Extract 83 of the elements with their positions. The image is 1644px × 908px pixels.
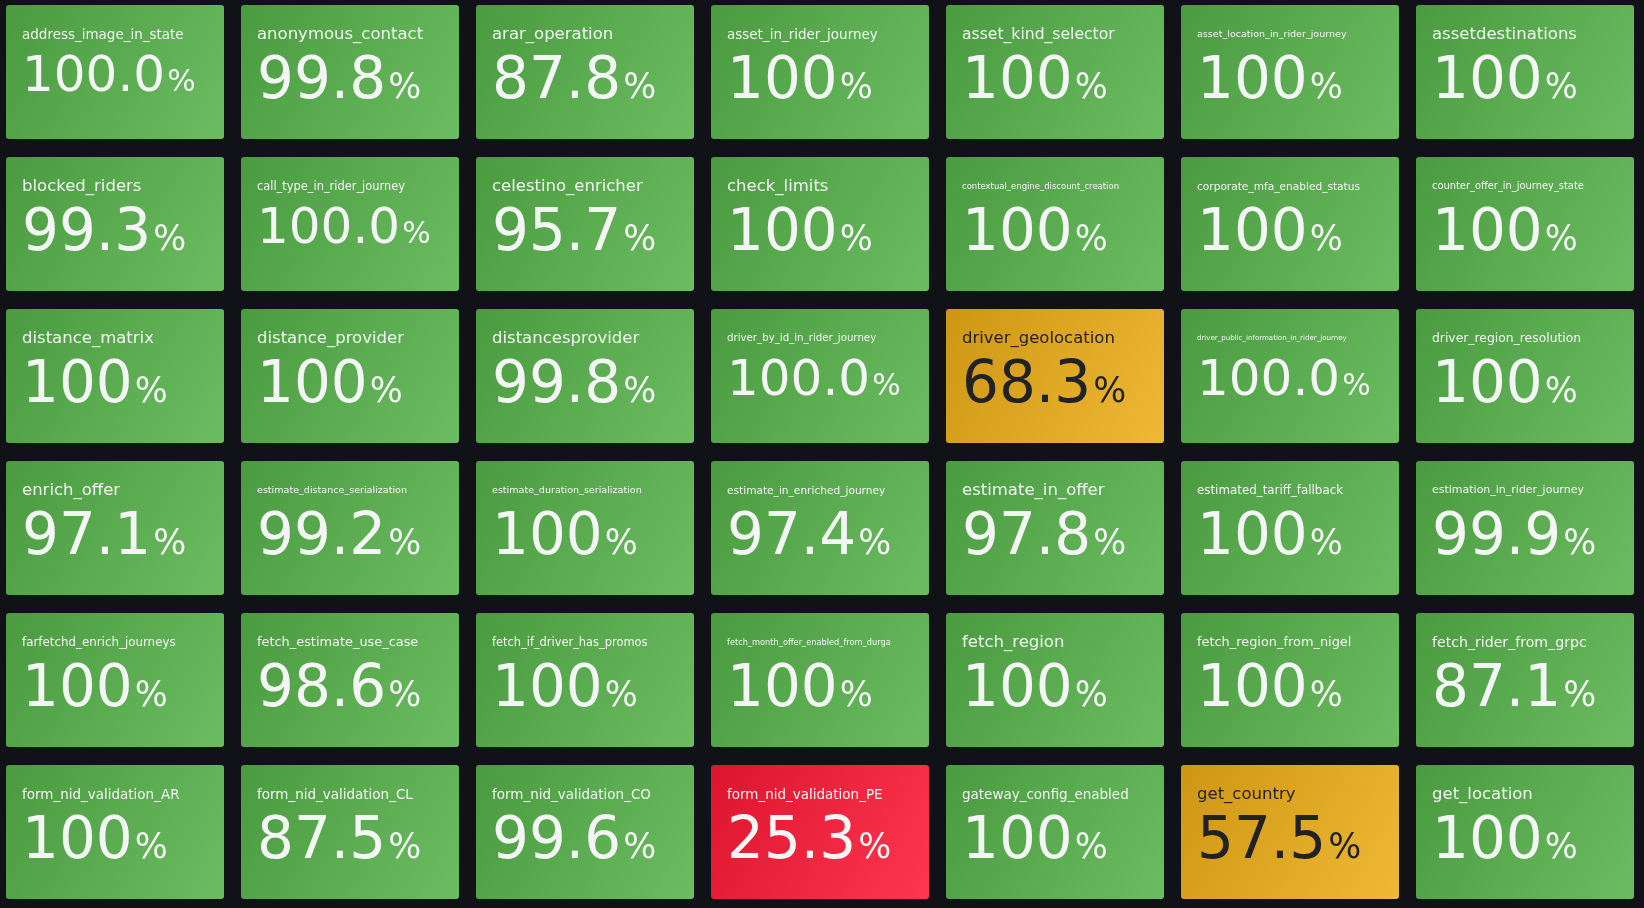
data-label: 100% [22, 348, 168, 416]
category-label: distancesprovider [492, 327, 641, 349]
data-label: 100% [1197, 44, 1343, 112]
data-label: 87.5% [257, 804, 422, 872]
data-label: 100% [1432, 196, 1578, 264]
category-label: distance_provider [257, 327, 405, 349]
category-label: form_nid_validation_AR [22, 785, 181, 804]
data-label: 100% [962, 652, 1108, 720]
data-label: 100% [492, 652, 638, 720]
category-label: call_type_in_rider_journey [257, 178, 406, 195]
data-label: 100% [727, 44, 873, 112]
category-label: blocked_riders [22, 175, 143, 197]
data-label: 100% [22, 804, 168, 872]
data-label: 100% [1197, 652, 1343, 720]
category-label: counter_offer_in_journey_state [1432, 179, 1585, 194]
category-label: estimated_tariff_fallback [1197, 482, 1345, 499]
data-label: 97.8% [962, 500, 1127, 568]
category-label: asset_kind_selector [962, 24, 1116, 45]
category-label: estimate_in_offer [962, 479, 1106, 501]
data-label: 100.0% [257, 197, 431, 255]
data-label: 100.0% [727, 349, 901, 407]
category-label: form_nid_validation_CL [257, 785, 414, 804]
data-label: 100% [727, 196, 873, 264]
category-label: driver_by_id_in_rider_journey [727, 331, 878, 346]
category-label: form_nid_validation_CO [492, 785, 652, 804]
data-label: 100% [492, 500, 638, 568]
data-label: 97.1% [22, 500, 187, 568]
category-label: get_location [1432, 783, 1534, 805]
category-label: anonymous_contact [257, 23, 425, 45]
category-label: corporate_mfa_enabled_status [1197, 179, 1361, 195]
data-label: 100% [1197, 500, 1343, 568]
category-label: check_limits [727, 175, 830, 197]
data-label: 25.3% [727, 804, 892, 872]
category-label: estimate_duration_serialization [492, 483, 643, 497]
category-label: fetch_estimate_use_case [257, 633, 420, 651]
data-label: 87.8% [492, 44, 657, 112]
data-label: 68.3% [962, 348, 1127, 416]
data-label: 100% [22, 652, 168, 720]
category-label: gateway_config_enabled [962, 785, 1130, 804]
category-label: driver_region_resolution [1432, 330, 1583, 347]
category-label: estimation_in_rider_journey [1432, 482, 1585, 498]
category-label: fetch_if_driver_has_promos [492, 634, 649, 651]
category-label: driver_geolocation [962, 327, 1116, 349]
category-label: fetch_region [962, 631, 1066, 653]
data-label: 100% [962, 804, 1108, 872]
data-label: 100% [1432, 804, 1578, 872]
category-label: form_nid_validation_PE [727, 785, 884, 804]
category-label: distance_matrix [22, 327, 155, 349]
data-label: 100% [1432, 348, 1578, 416]
category-label: celestino_enricher [492, 175, 644, 197]
category-label: contextual_engine_discount_creation [962, 180, 1121, 193]
category-label: fetch_region_from_nigel [1197, 633, 1353, 651]
category-label: assetdestinations [1432, 23, 1578, 45]
data-label: 99.9% [1432, 500, 1597, 568]
data-label: 100% [727, 652, 873, 720]
data-label: 57.5% [1197, 804, 1362, 872]
data-label: 97.4% [727, 500, 892, 568]
data-label: 99.6% [492, 804, 657, 872]
data-label: 98.6% [257, 652, 422, 720]
category-label: get_country [1197, 783, 1297, 805]
category-label: arar_operation [492, 23, 615, 45]
category-label: fetch_month_offer_enabled_from_durga [727, 636, 892, 649]
category-label: address_image_in_state [22, 25, 185, 44]
data-label: 99.3% [22, 196, 187, 264]
category-label: asset_in_rider_journey [727, 25, 879, 44]
category-label: estimate_distance_serialization [257, 483, 408, 497]
category-label: estimate_in_enriched_journey [727, 483, 887, 499]
data-label: 100.0% [22, 45, 196, 103]
category-label: enrich_offer [22, 479, 122, 501]
data-label: 100% [1432, 44, 1578, 112]
data-label: 100.0% [1197, 349, 1371, 407]
data-label: 87.1% [1432, 652, 1597, 720]
data-label: 95.7% [492, 196, 657, 264]
data-label: 100% [1197, 196, 1343, 264]
data-label: 99.8% [492, 348, 657, 416]
data-label: 100% [257, 348, 403, 416]
data-label: 100% [962, 44, 1108, 112]
data-label: 100% [962, 196, 1108, 264]
data-label: 99.8% [257, 44, 422, 112]
data-label: 99.2% [257, 500, 422, 568]
category-label: farfetchd_enrich_journeys [22, 634, 177, 651]
category-label: fetch_rider_from_grpc [1432, 633, 1588, 652]
category-label: asset_location_in_rider_journey [1197, 27, 1348, 41]
